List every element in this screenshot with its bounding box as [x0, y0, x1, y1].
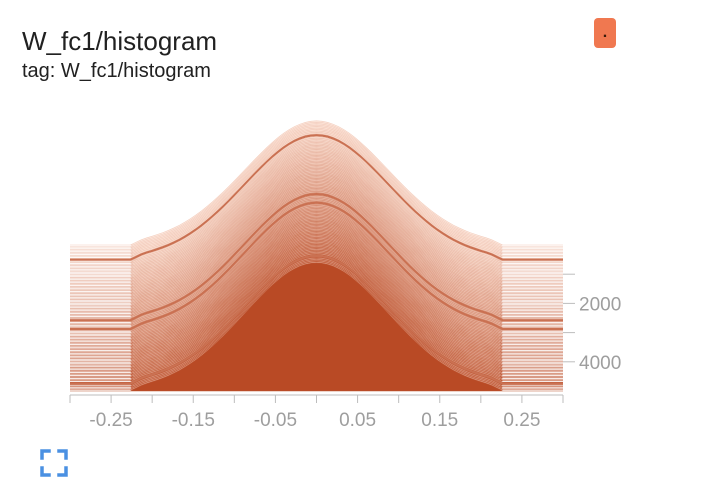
- run-color-badge[interactable]: .: [594, 18, 616, 48]
- x-tick-label: 0.05: [339, 410, 376, 431]
- step-tick-label: 4000: [579, 353, 621, 374]
- x-tick-label: 0.15: [421, 410, 458, 431]
- x-tick-label: -0.15: [172, 410, 215, 431]
- x-tick-label: -0.25: [89, 410, 132, 431]
- fullscreen-icon[interactable]: [40, 449, 68, 477]
- chart-title: W_fc1/histogram: [22, 26, 218, 56]
- histogram-step-5000: [70, 262, 563, 392]
- step-tick-label: 2000: [579, 294, 621, 315]
- x-tick-label: -0.05: [254, 410, 297, 431]
- histogram-layer: [70, 120, 563, 392]
- axis-layer: -0.25 -0.15 -0.05 0.05 0.15 0.25 2000 4000: [69, 273, 621, 431]
- x-tick-label: 0.25: [503, 410, 540, 431]
- chart-tag: tag: W_fc1/histogram: [22, 60, 211, 82]
